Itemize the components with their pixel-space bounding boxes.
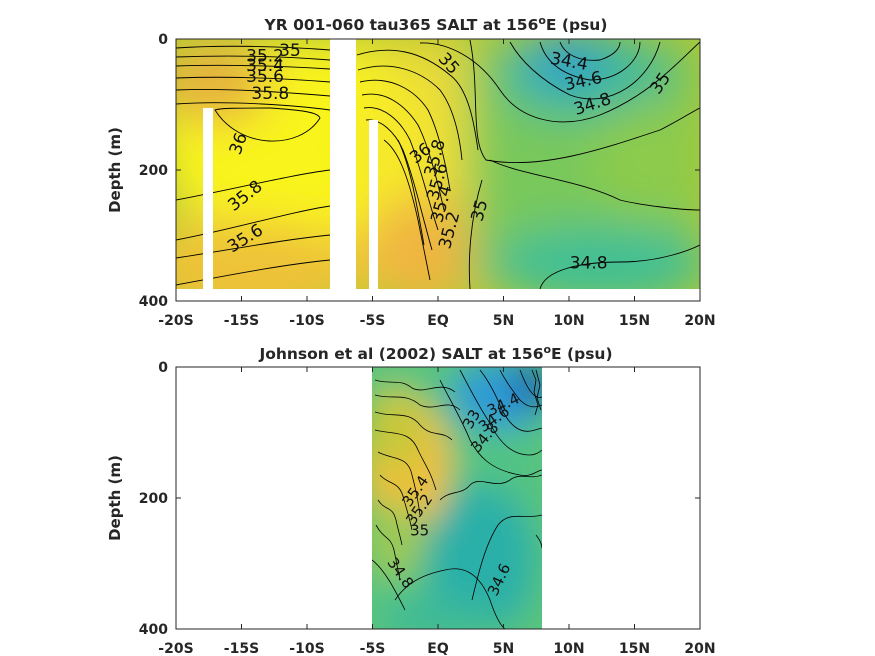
bottom-y-ticks: 0 200 400 [139,360,700,638]
x-tick-label: -5S [360,641,386,656]
bottom-x-ticks: -20S -15S -10S -5S EQ 5N 10N 15N 20N [158,367,716,656]
x-tick-label: 20N [684,313,715,329]
x-tick-label: 5N [493,641,514,656]
contour-label: 35 [410,521,429,539]
x-tick-label: -15S [224,641,259,656]
contour-label: 35.4 [246,56,284,76]
x-tick-label: 15N [619,313,650,329]
y-tick-label: 200 [139,491,168,507]
top-y-ticks: 0 200 400 [139,32,700,310]
x-tick-label: 20N [684,641,715,656]
x-tick-label: -10S [289,641,324,656]
top-contours [176,39,700,289]
bottom-y-axis-label: Depth (m) [106,455,124,541]
contour-label: 35.2 [246,47,284,67]
top-x-ticks: -20S -15S -10S -5S EQ 5N 10N 15N 20N [158,39,716,329]
y-tick-label: 200 [139,163,168,179]
x-tick-label: EQ [427,313,449,329]
bottom-panel: Johnson et al (2002) SALT at 156oE (psu) [106,343,716,656]
x-tick-label: -5S [360,313,386,329]
y-tick-label: 400 [139,294,168,310]
top-heatmap [176,39,700,289]
bottom-contours [372,369,542,629]
bottom-panel-title: Johnson et al (2002) SALT at 156oE (psu) [258,343,612,363]
y-tick-label: 0 [158,360,168,376]
x-tick-label: 5N [493,313,514,329]
bottom-heatmap [372,367,542,629]
top-y-axis-label: Depth (m) [106,127,124,213]
x-tick-label: -10S [289,313,324,329]
top-masked-columns [176,36,700,299]
contour-label: 34.8 [570,254,608,274]
x-tick-label: 15N [619,641,650,656]
contour-label: 35 [279,41,301,61]
x-tick-label: -20S [158,641,193,656]
top-panel-title: YR 001-060 tau365 SALT at 156oE (psu) [264,14,608,34]
x-tick-label: 10N [553,313,584,329]
y-tick-label: 0 [158,32,168,48]
contour-label: 35.6 [246,67,284,87]
y-tick-label: 400 [139,622,168,638]
x-tick-label: -20S [158,313,193,329]
contour-label: 35.8 [251,84,289,104]
x-tick-label: EQ [427,641,449,656]
top-panel: YR 001-060 tau365 SALT at 156oE (psu) [106,14,716,329]
x-tick-label: 10N [553,641,584,656]
x-tick-label: -15S [224,313,259,329]
